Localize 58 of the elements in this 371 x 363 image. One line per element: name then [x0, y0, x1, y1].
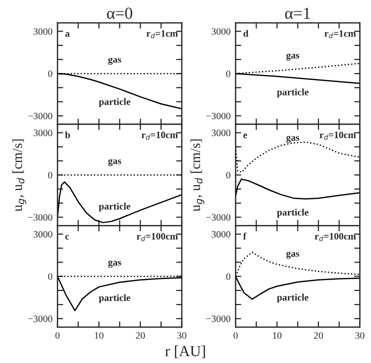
- y-tick-label: 3000: [34, 28, 52, 35]
- annotation: a: [65, 32, 70, 37]
- x-tick-label: 20: [314, 332, 323, 339]
- y-tick-label: 0: [48, 70, 52, 78]
- annotation: particle: [276, 294, 308, 303]
- line-series: [236, 178, 360, 200]
- annotation: r$_{d}$=10cm: [320, 132, 356, 140]
- annotation: f: [243, 232, 246, 240]
- annotation: gas: [286, 252, 300, 259]
- x-tick-label: 30: [355, 332, 364, 339]
- annotation: r$_{d}$=10cm: [142, 132, 178, 140]
- y-tick-label: −3000: [28, 214, 52, 221]
- y-tick-label: −3000: [206, 316, 230, 322]
- x-tick-label: 20: [136, 332, 145, 339]
- chart-title: α=1: [285, 8, 310, 19]
- annotation: particle: [98, 202, 130, 212]
- y-axis-title: u$_{g}$, u$_{d}$ [cm/s]: [12, 139, 26, 212]
- y-tick-label: 0: [226, 172, 230, 178]
- annotation: gas: [108, 159, 122, 166]
- annotation: particle: [98, 294, 130, 304]
- y-tick-label: 3000: [212, 130, 230, 136]
- y-tick-label: 0: [226, 70, 230, 78]
- y-axis-title: u$_{g}$, u$_{d}$ [cm/s]: [190, 139, 204, 212]
- y-tick-label: −3000: [28, 112, 52, 120]
- annotation: gas: [108, 58, 122, 65]
- annotation: gas: [108, 260, 122, 268]
- x-tick-label: 0: [234, 332, 238, 339]
- annotation: particle: [276, 208, 308, 218]
- annotation: d: [243, 30, 248, 37]
- y-tick-label: 3000: [212, 28, 230, 35]
- y-tick-label: 0: [48, 273, 52, 280]
- annotation: particle: [98, 98, 130, 107]
- annotation: r$_{d}$=1cm: [324, 30, 356, 38]
- y-tick-label: 3000: [34, 130, 52, 136]
- annotation: r$_{d}$=100cm: [314, 232, 356, 242]
- x-axis-title: r [AU]: [165, 346, 205, 358]
- y-tick-label: 0: [48, 172, 52, 178]
- x-tick-label: 0: [55, 332, 60, 339]
- chart-title: α=0: [107, 8, 132, 19]
- y-tick-label: −3000: [28, 316, 52, 322]
- annotation: gas: [286, 54, 300, 61]
- annotation: r$_{d}$=100cm: [136, 232, 178, 242]
- y-tick-label: 3000: [34, 231, 52, 238]
- x-tick-label: 10: [94, 332, 104, 339]
- y-tick-label: −3000: [206, 112, 230, 120]
- annotation: b: [65, 131, 70, 138]
- annotation: particle: [276, 88, 308, 98]
- x-tick-label: 10: [273, 332, 282, 339]
- line-series: [58, 181, 182, 224]
- y-tick-label: 3000: [212, 231, 230, 238]
- annotation: gas: [286, 136, 300, 143]
- annotation: r$_{d}$=1cm: [146, 30, 178, 38]
- annotation: c: [65, 234, 70, 240]
- annotation: e: [243, 134, 248, 138]
- y-tick-label: −3000: [206, 214, 230, 221]
- line-series: [236, 142, 360, 173]
- x-tick-label: 30: [177, 332, 186, 339]
- y-tick-label: 0: [226, 273, 230, 280]
